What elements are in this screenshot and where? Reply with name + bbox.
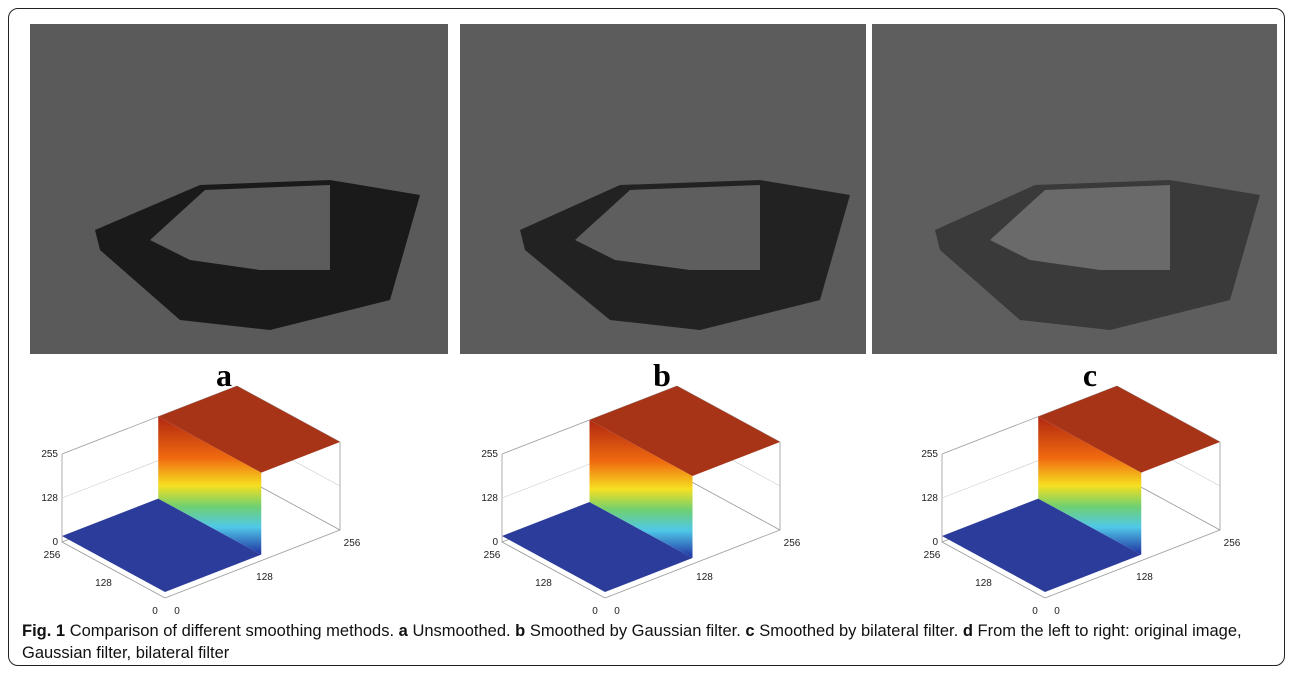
y-tick-label: 0: [592, 606, 598, 617]
caption-text: Smoothed by Gaussian filter.: [530, 622, 741, 640]
surface-plot: 255 128 0 256 128 0 0 128 256: [921, 386, 1240, 617]
y-tick-label: 128: [975, 578, 992, 589]
panel-label: a: [216, 357, 232, 393]
x-tick-label: 0: [1054, 606, 1060, 617]
x-tick-label: 128: [696, 572, 713, 583]
y-tick-label: 128: [535, 578, 552, 589]
y-tick-label: 128: [95, 578, 112, 589]
z-tick-label: 0: [492, 537, 498, 548]
panel-label: b: [653, 357, 671, 393]
y-tick-label: 0: [1032, 606, 1038, 617]
y-tick-label: 256: [484, 550, 501, 561]
y-tick-label: 256: [924, 550, 941, 561]
z-tick-label: 128: [41, 493, 58, 504]
caption-key: c: [745, 622, 754, 640]
z-tick-label: 128: [481, 493, 498, 504]
surface-plot: 255 128 0 256 128 0 0 128 256: [41, 386, 360, 617]
z-tick-label: 128: [921, 493, 938, 504]
caption-text: Smoothed by bilateral filter.: [759, 622, 958, 640]
z-tick-label: 255: [41, 449, 58, 460]
x-tick-label: 256: [344, 538, 361, 549]
x-tick-label: 256: [1224, 538, 1241, 549]
z-tick-label: 255: [921, 449, 938, 460]
caption: Fig. 1 Comparison of different smoothing…: [22, 620, 1277, 664]
caption-key: d: [963, 622, 973, 640]
x-tick-label: 0: [174, 606, 180, 617]
z-tick-label: 0: [52, 537, 58, 548]
z-tick-label: 255: [481, 449, 498, 460]
photo-c: [872, 24, 1277, 354]
x-tick-label: 128: [256, 572, 273, 583]
x-tick-label: 0: [614, 606, 620, 617]
photo-a: [30, 24, 448, 354]
panel-label: c: [1083, 357, 1097, 393]
x-tick-label: 128: [1136, 572, 1153, 583]
z-tick-label: 0: [932, 537, 938, 548]
photo-b: [460, 24, 866, 354]
caption-key: a: [399, 622, 408, 640]
caption-label: Fig. 1: [22, 622, 65, 640]
x-tick-label: 256: [784, 538, 801, 549]
caption-text: Comparison of different smoothing method…: [70, 622, 394, 640]
y-tick-label: 256: [44, 550, 61, 561]
surface-plot: 255 128 0 256 128 0 0 128 256: [481, 386, 800, 617]
y-tick-label: 0: [152, 606, 158, 617]
caption-key: b: [515, 622, 525, 640]
caption-text: Unsmoothed.: [412, 622, 510, 640]
figure: a b c 255 128 0 256 128 0 0 128 256 255 128 0 256 128…: [0, 0, 1295, 676]
